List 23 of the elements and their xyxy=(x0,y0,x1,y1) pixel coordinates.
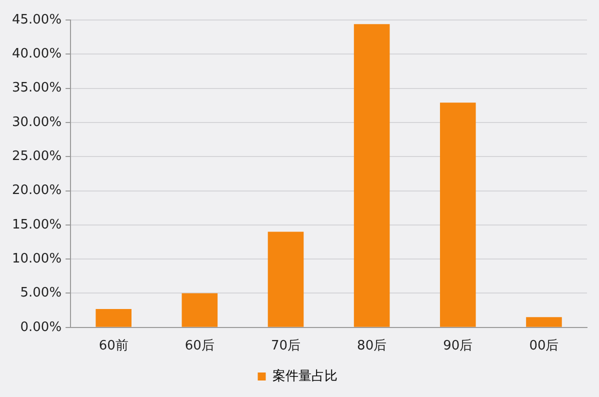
y-tick-label: 20.00% xyxy=(12,183,62,198)
y-tick-label: 40.00% xyxy=(12,46,62,62)
x-tick-label: 60前 xyxy=(98,338,128,354)
x-tick-label: 80后 xyxy=(357,338,387,354)
y-tick-label: 35.00% xyxy=(12,80,62,96)
bar xyxy=(268,232,304,327)
x-tick-label: 60后 xyxy=(184,338,214,354)
bar xyxy=(182,293,218,327)
y-tick-label: 10.00% xyxy=(12,251,62,266)
x-tick-label: 70后 xyxy=(270,338,301,354)
y-tick-label: 30.00% xyxy=(12,114,62,130)
bar xyxy=(440,102,476,327)
bar xyxy=(96,308,132,327)
legend-label: 案件量占比 xyxy=(272,368,338,384)
bar xyxy=(526,317,562,327)
x-tick-label: 00后 xyxy=(529,338,559,354)
y-tick-label: 45.00% xyxy=(12,12,62,28)
y-tick-label: 0.00% xyxy=(20,320,62,335)
x-tick-label: 90后 xyxy=(443,338,473,354)
y-tick-label: 5.00% xyxy=(20,286,62,301)
bar xyxy=(354,24,390,327)
y-tick-label: 25.00% xyxy=(12,148,62,164)
y-tick-label: 15.00% xyxy=(12,217,62,232)
